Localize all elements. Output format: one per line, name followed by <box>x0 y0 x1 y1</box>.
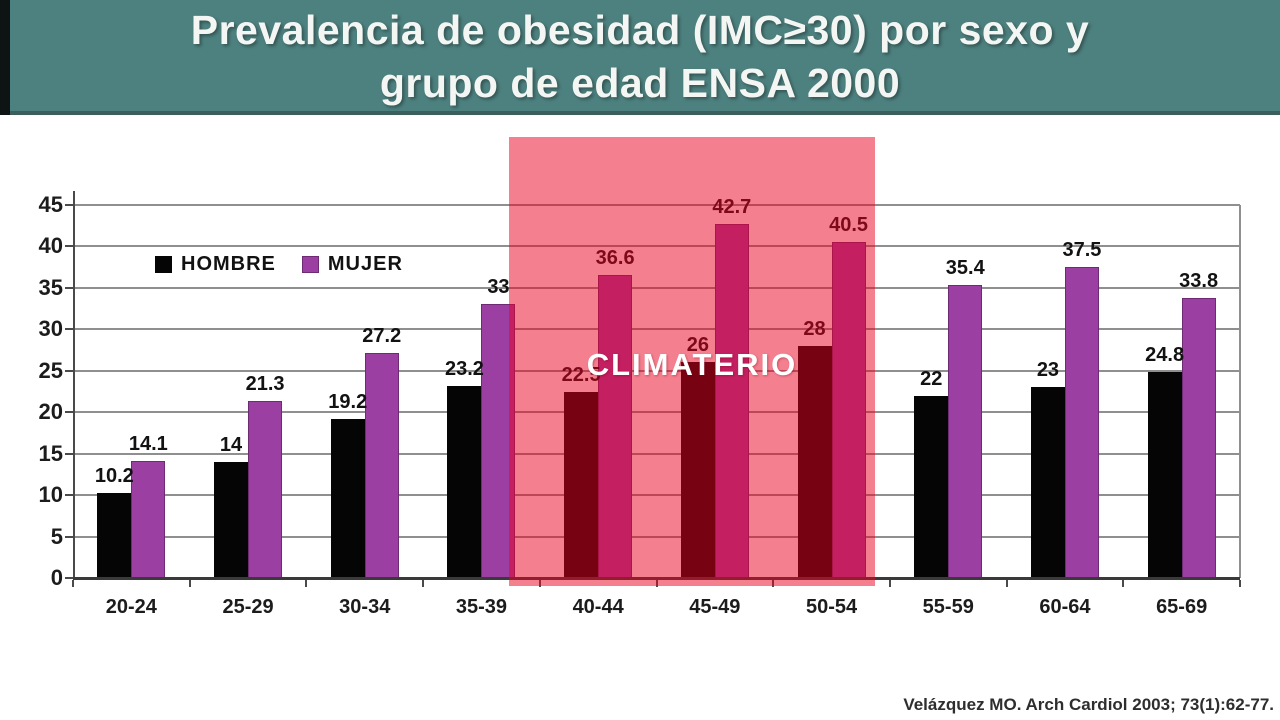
x-tick-7 <box>888 580 891 587</box>
x-axis-label-25-29: 25-29 <box>222 596 274 618</box>
bar-hombre-55-59 <box>914 395 949 578</box>
title-line-2: grupo de edad ENSA 2000 <box>379 60 901 106</box>
bar-hombre-25-29 <box>214 461 249 578</box>
value-label-hombre-65-69: 24.8 <box>1145 344 1185 367</box>
value-label-hombre-30-34: 19.2 <box>328 390 368 413</box>
legend-swatch-mujer <box>301 256 319 273</box>
citation: Velázquez MO. Arch Cardiol 2003; 73(1):6… <box>903 695 1274 714</box>
legend-swatch-hombre <box>155 256 172 273</box>
x-tick-3 <box>422 580 425 587</box>
value-label-mujer-65-69: 33.8 <box>1179 269 1219 292</box>
y-tick-25 <box>65 369 73 372</box>
bar-mujer-25-29 <box>248 401 283 578</box>
y-axis-label-30: 30 <box>38 316 63 342</box>
bar-mujer-30-34 <box>364 352 399 578</box>
y-tick-45 <box>65 204 73 206</box>
value-label-mujer-35-39: 33 <box>487 276 510 299</box>
x-axis-label-40-44: 40-44 <box>572 596 624 618</box>
y-axis-label-25: 25 <box>38 357 63 383</box>
value-label-mujer-20-24: 14.1 <box>128 433 168 456</box>
y-axis-label-35: 35 <box>38 274 63 300</box>
bar-chart: 0 5 10 15 20 25 30 35 40 45 10.2 14.1 20-24 14 21.3 25-… <box>0 119 1280 659</box>
x-tick-0 <box>72 580 74 587</box>
bar-hombre-20-24 <box>97 493 132 578</box>
legend-label-mujer: MUJER <box>327 253 403 275</box>
legend-label-hombre: HOMBRE <box>181 253 276 275</box>
y-tick-15 <box>65 452 73 455</box>
y-tick-5 <box>65 535 73 538</box>
citation-ghost: Velázquez MO. Arch Cardiol 2003; 73(1):6… <box>903 717 1274 720</box>
banner-left-edge <box>0 0 10 115</box>
value-label-mujer-25-29: 21.3 <box>245 373 285 396</box>
x-axis-label-55-59: 55-59 <box>922 596 974 618</box>
value-label-hombre-20-24: 10.2 <box>94 465 134 488</box>
y-axis-label-10: 10 <box>38 482 63 508</box>
bar-mujer-20-24 <box>131 461 166 578</box>
x-tick-2 <box>305 580 308 587</box>
title-banner: Prevalencia de obesidad (IMC≥30) por sex… <box>0 0 1280 115</box>
value-label-mujer-55-59: 35.4 <box>945 256 985 279</box>
x-axis-label-50-54: 50-54 <box>805 596 858 618</box>
value-label-hombre-60-64: 23 <box>1036 359 1060 382</box>
x-axis-label-65-69: 65-69 <box>1156 596 1208 618</box>
value-label-hombre-35-39: 23.2 <box>444 357 484 380</box>
x-tick-1 <box>188 580 191 587</box>
bar-hombre-30-34 <box>330 418 365 578</box>
x-tick-8 <box>1005 580 1008 587</box>
bar-mujer-65-69 <box>1181 297 1216 578</box>
bar-hombre-65-69 <box>1147 372 1182 578</box>
x-axis-label-45-49: 45-49 <box>689 596 741 618</box>
y-tick-35 <box>65 286 73 289</box>
plot-right-border <box>1239 205 1241 578</box>
y-tick-0 <box>65 577 73 579</box>
value-label-mujer-60-64: 37.5 <box>1062 239 1102 262</box>
x-axis-label-30-34: 30-34 <box>339 596 391 618</box>
x-axis-label-20-24: 20-24 <box>105 596 157 618</box>
value-label-hombre-55-59: 22 <box>920 367 943 390</box>
x-axis-label-35-39: 35-39 <box>455 596 508 618</box>
slide-title: Prevalencia de obesidad (IMC≥30) por sex… <box>10 4 1270 110</box>
y-axis-line <box>73 191 75 578</box>
climaterio-highlight: CLIMATERIO <box>509 137 875 586</box>
value-label-hombre-25-29: 14 <box>219 433 243 456</box>
y-tick-20 <box>65 411 73 414</box>
bar-hombre-60-64 <box>1030 387 1065 578</box>
bar-mujer-60-64 <box>1064 267 1099 578</box>
x-tick-10 <box>1239 580 1241 587</box>
climaterio-label: CLIMATERIO <box>586 347 798 382</box>
bar-hombre-35-39 <box>447 385 482 578</box>
chart-legend: HOMBRE MUJER <box>155 253 403 276</box>
y-axis-label-20: 20 <box>38 399 63 425</box>
y-axis-label-45: 45 <box>38 192 63 217</box>
x-tick-9 <box>1122 580 1125 587</box>
y-axis-label-40: 40 <box>38 233 63 259</box>
title-line-1: Prevalencia de obesidad (IMC≥30) por sex… <box>190 7 1090 53</box>
bar-mujer-55-59 <box>948 284 983 578</box>
y-tick-40 <box>65 245 73 248</box>
y-tick-30 <box>65 328 73 331</box>
value-label-mujer-30-34: 27.2 <box>362 324 402 347</box>
x-axis-label-60-64: 60-64 <box>1039 596 1091 618</box>
y-axis-label-5: 5 <box>50 523 63 549</box>
y-axis-label-0: 0 <box>50 565 63 590</box>
y-tick-10 <box>65 494 73 497</box>
y-axis-label-15: 15 <box>38 440 63 466</box>
